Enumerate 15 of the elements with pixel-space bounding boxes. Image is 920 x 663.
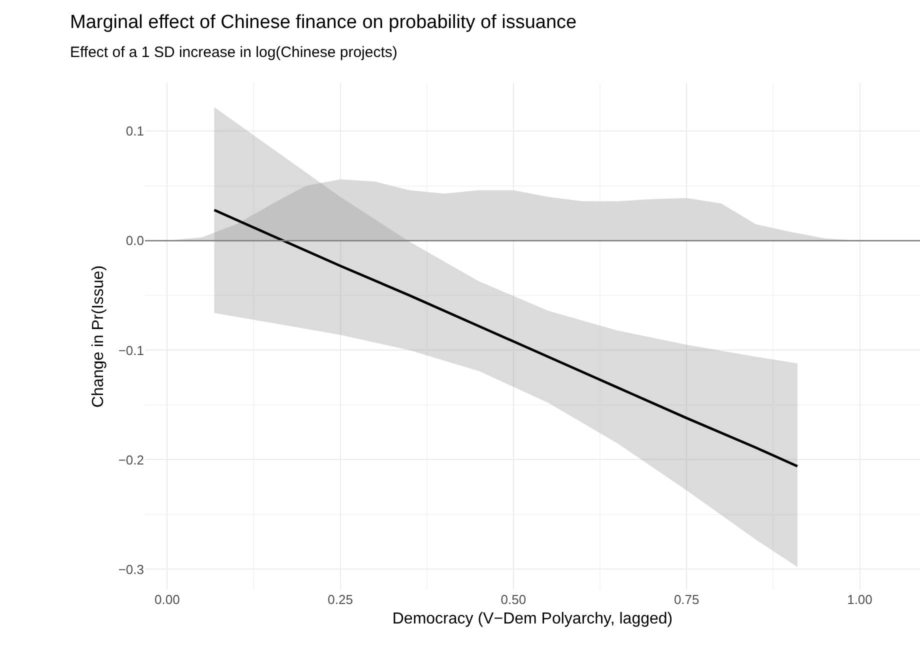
- x-tick-label: 0.25: [328, 592, 353, 607]
- x-tick-label: 0.00: [154, 592, 180, 607]
- x-tick-label: 0.75: [674, 592, 700, 607]
- chart-subtitle: Effect of a 1 SD increase in log(Chinese projects): [70, 44, 398, 61]
- x-tick-label: 0.50: [500, 592, 526, 607]
- y-tick-label: 0.0: [126, 233, 144, 248]
- y-tick-label: −0.3: [118, 562, 144, 577]
- y-tick-label: −0.1: [118, 342, 144, 358]
- chart-title: Marginal effect of Chinese finance on probability of issuance: [70, 12, 577, 33]
- y-tick-label: −0.2: [118, 452, 144, 468]
- x-tick-label: 1.00: [847, 592, 872, 607]
- y-tick-label: 0.1: [126, 124, 144, 139]
- x-axis-title: Democracy (V−Dem Polyarchy, lagged): [392, 610, 673, 628]
- y-axis-title: Change in Pr(Issue): [90, 265, 108, 408]
- line-series: [213, 208, 799, 468]
